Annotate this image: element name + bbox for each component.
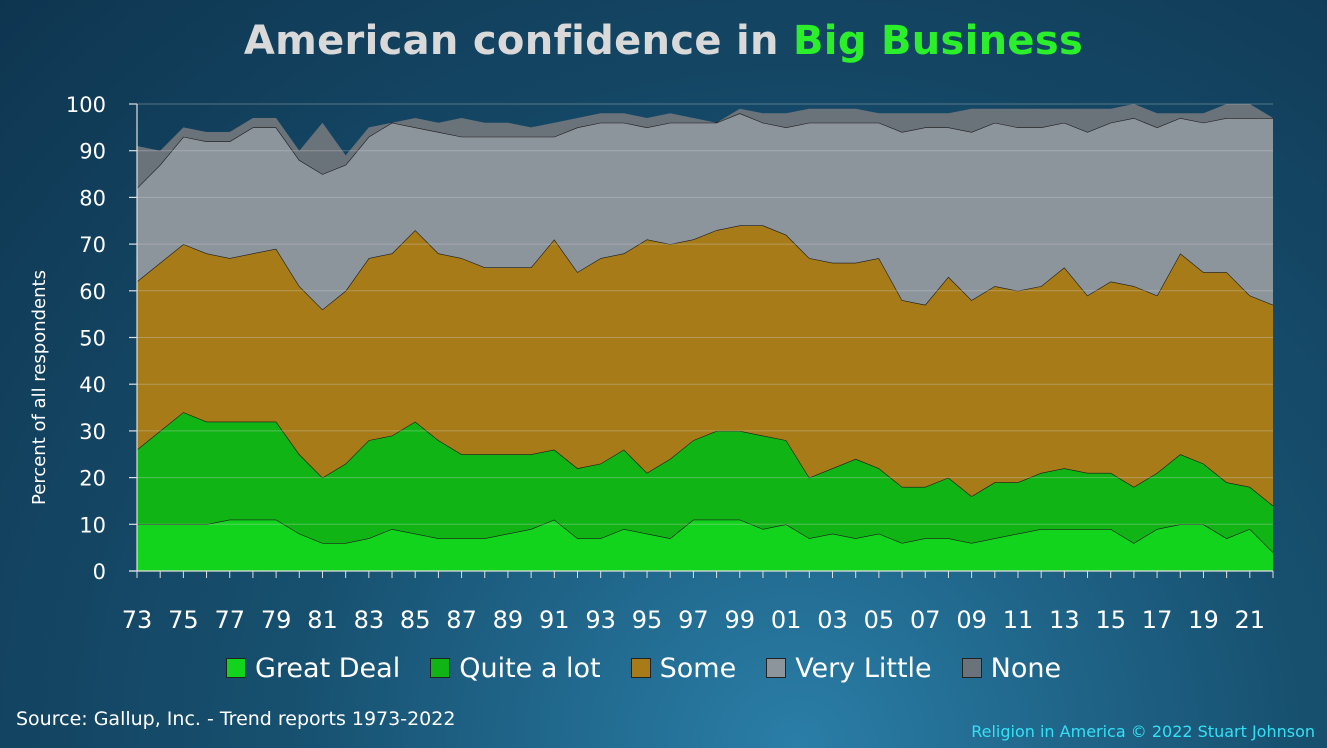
area-quite-a-lot <box>137 412 1273 553</box>
y-tick-label: 70 <box>79 233 106 257</box>
x-tick-label: 17 <box>1142 606 1173 634</box>
x-tick-label: 85 <box>400 606 431 634</box>
y-tick-label: 0 <box>93 560 106 584</box>
x-tick-label: 19 <box>1188 606 1219 634</box>
legend-label: None <box>990 652 1062 684</box>
legend-swatch <box>226 658 246 678</box>
y-tick-label: 20 <box>79 467 106 491</box>
gridlines <box>137 103 1273 572</box>
legend-item-quite-a-lot: Quite a lot <box>430 652 601 684</box>
x-tick-label: 15 <box>1095 606 1126 634</box>
x-tick-label: 83 <box>354 606 385 634</box>
y-tick-label: 100 <box>66 93 106 117</box>
source-note: Source: Gallup, Inc. - Trend reports 197… <box>16 708 456 730</box>
x-tick-label: 09 <box>956 606 987 634</box>
x-tick-label: 05 <box>864 606 895 634</box>
legend-item-some: Some <box>630 652 737 684</box>
legend-label: Quite a lot <box>459 652 601 684</box>
y-tick-labels: 0 10 20 30 40 50 60 70 80 90 100 <box>66 93 137 584</box>
chart-legend: Great Deal Quite a lot Some Very Little None <box>226 648 1091 688</box>
y-tick-label: 80 <box>79 186 106 210</box>
chart-title-prefix: American confidence in <box>243 18 779 64</box>
y-tick-label: 60 <box>79 280 106 304</box>
legend-item-great-deal: Great Deal <box>226 653 400 684</box>
x-tick-label: 11 <box>1003 606 1034 634</box>
legend-label: Some <box>659 652 737 684</box>
legend-swatch <box>630 658 651 678</box>
y-axis-title: Percent of all respondents <box>29 270 50 505</box>
y-tick-label: 30 <box>79 420 106 444</box>
legend-swatch <box>766 658 787 678</box>
copyright-note: Religion in America © 2022 Stuart Johnso… <box>971 722 1315 741</box>
legend-swatch <box>430 658 451 678</box>
y-tick-label: 40 <box>79 373 106 397</box>
x-tick-label: 73 <box>122 606 153 634</box>
area-very-little <box>137 113 1273 310</box>
y-tick-label: 10 <box>79 513 106 537</box>
legend-label: Very Little <box>795 652 932 684</box>
x-tick-label: 79 <box>261 606 292 634</box>
x-tick-label: 95 <box>632 606 663 634</box>
x-tick-label: 89 <box>493 606 524 634</box>
area-some <box>137 225 1273 506</box>
x-tick-label: 13 <box>1049 606 1080 634</box>
x-tick-label: 01 <box>771 606 802 634</box>
area-layers <box>136 104 1274 571</box>
x-tick-label: 21 <box>1235 606 1266 634</box>
x-tick-label: 07 <box>910 606 941 634</box>
x-tick-label: 77 <box>214 606 245 634</box>
y-tick-label: 50 <box>79 327 106 351</box>
area-none <box>137 104 1273 189</box>
x-tick-label: 99 <box>725 606 756 634</box>
area-great-deal <box>137 519 1273 571</box>
x-tick-label: 87 <box>446 606 477 634</box>
chart-title: American confidence in Big Business <box>0 18 1327 64</box>
legend-label: Great Deal <box>255 652 401 684</box>
y-tick-label: 90 <box>79 140 106 164</box>
legend-swatch <box>961 658 982 678</box>
x-tick-label: 97 <box>678 606 709 634</box>
chart-title-highlight: Big Business <box>793 18 1084 64</box>
x-tick-label: 93 <box>585 606 616 634</box>
legend-item-none: None <box>961 652 1062 684</box>
x-tick-label: 75 <box>168 606 199 634</box>
legend-item-very-little: Very Little <box>766 652 932 684</box>
x-tick-label: 91 <box>539 606 570 634</box>
x-tick-label: 03 <box>817 606 848 634</box>
x-tick-label: 81 <box>307 606 338 634</box>
x-tick-labels: 73 75 77 79 81 83 85 87 89 91 93 95 97 99 01 03 05 07 09 11… <box>122 571 1274 634</box>
